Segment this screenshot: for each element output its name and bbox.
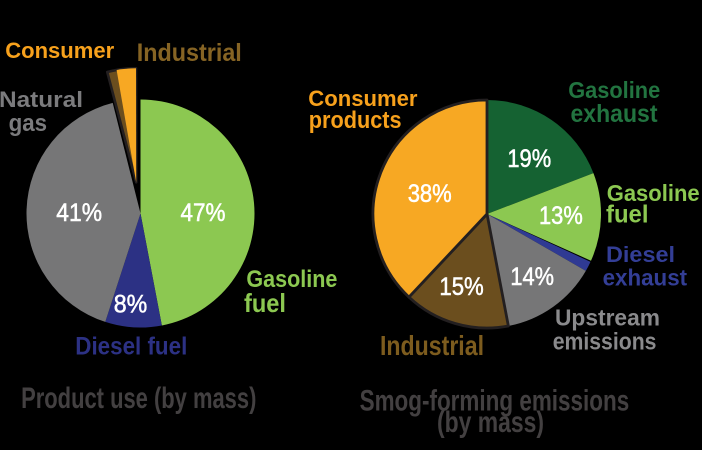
svg-text:14%: 14% [510, 263, 554, 291]
svg-text:19%: 19% [507, 145, 551, 173]
svg-text:Diesel fuel: Diesel fuel [75, 332, 187, 360]
svg-text:Consumer: Consumer [5, 38, 114, 63]
svg-text:emissions: emissions [553, 329, 657, 356]
svg-text:Natural: Natural [0, 87, 83, 112]
svg-text:8%: 8% [114, 291, 148, 319]
svg-text:47%: 47% [181, 199, 226, 227]
svg-text:fuel: fuel [244, 288, 286, 318]
svg-text:fuel: fuel [606, 200, 649, 228]
svg-text:Gasoline: Gasoline [246, 266, 337, 293]
svg-text:Gasoline: Gasoline [607, 180, 700, 206]
svg-text:exhaust: exhaust [603, 265, 688, 291]
svg-text:41%: 41% [56, 199, 102, 227]
svg-text:15%: 15% [439, 273, 483, 301]
svg-text:Smog-forming emissions: Smog-forming emissions [360, 385, 630, 418]
svg-text:products: products [309, 107, 402, 134]
svg-text:exhaust: exhaust [571, 100, 659, 128]
svg-text:13%: 13% [539, 202, 583, 230]
svg-text:38%: 38% [408, 180, 452, 208]
svg-text:(by mass): (by mass) [437, 406, 544, 439]
svg-text:Upstream: Upstream [555, 304, 660, 330]
svg-text:Product use (by mass): Product use (by mass) [21, 382, 256, 415]
svg-text:Consumer: Consumer [308, 86, 418, 111]
svg-text:Industrial: Industrial [137, 39, 242, 67]
svg-text:Industrial: Industrial [380, 330, 484, 361]
svg-text:Gasoline: Gasoline [568, 77, 660, 103]
svg-text:gas: gas [9, 110, 48, 137]
svg-text:Diesel: Diesel [606, 242, 675, 267]
